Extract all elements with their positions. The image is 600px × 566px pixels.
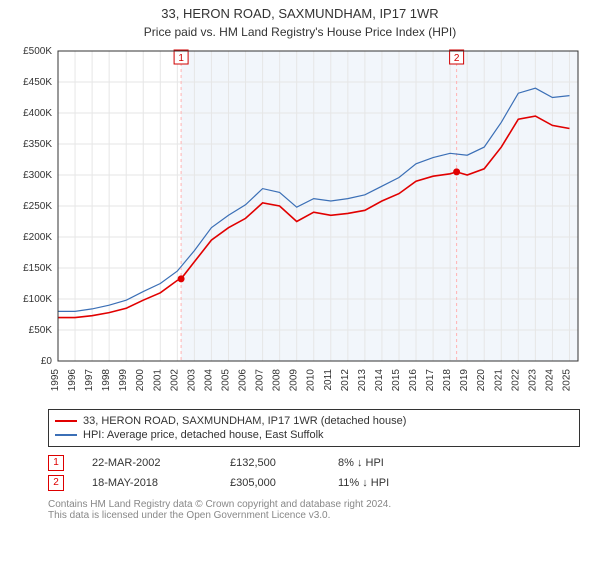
legend-label: HPI: Average price, detached house, East… [83, 429, 324, 441]
footer-line: Contains HM Land Registry data © Crown c… [48, 499, 580, 510]
svg-text:1996: 1996 [67, 368, 78, 391]
svg-text:2015: 2015 [391, 368, 402, 391]
svg-text:2004: 2004 [203, 368, 214, 391]
svg-text:1995: 1995 [50, 368, 61, 391]
sale-date: 22-MAR-2002 [92, 457, 202, 469]
legend-swatch [55, 434, 77, 436]
svg-text:2012: 2012 [340, 368, 351, 391]
svg-text:2022: 2022 [510, 368, 521, 391]
legend-item: 33, HERON ROAD, SAXMUNDHAM, IP17 1WR (de… [55, 414, 573, 428]
svg-text:£150K: £150K [23, 263, 52, 274]
footer-line: This data is licensed under the Open Gov… [48, 510, 580, 521]
svg-text:2024: 2024 [544, 368, 555, 391]
svg-text:£200K: £200K [23, 232, 52, 243]
svg-text:1998: 1998 [101, 368, 112, 391]
sales-row: 1 22-MAR-2002 £132,500 8% ↓ HPI [48, 453, 580, 473]
svg-text:£0: £0 [41, 356, 53, 367]
svg-text:2005: 2005 [220, 368, 231, 391]
svg-text:2014: 2014 [374, 368, 385, 391]
chart-title: 33, HERON ROAD, SAXMUNDHAM, IP17 1WR [0, 6, 600, 23]
footer: Contains HM Land Registry data © Crown c… [48, 499, 580, 521]
sales-table: 1 22-MAR-2002 £132,500 8% ↓ HPI 2 18-MAY… [48, 453, 580, 493]
svg-text:2007: 2007 [255, 368, 266, 391]
sale-diff: 11% ↓ HPI [338, 477, 418, 489]
svg-text:2003: 2003 [186, 368, 197, 391]
sale-badge: 1 [48, 455, 64, 471]
sale-price: £132,500 [230, 457, 310, 469]
svg-text:2016: 2016 [408, 368, 419, 391]
svg-text:2009: 2009 [289, 368, 300, 391]
svg-text:£450K: £450K [23, 77, 52, 88]
svg-text:£50K: £50K [29, 325, 53, 336]
svg-text:1997: 1997 [84, 368, 95, 391]
svg-text:£400K: £400K [23, 108, 52, 119]
svg-text:2021: 2021 [493, 368, 504, 391]
svg-text:2011: 2011 [323, 368, 334, 390]
legend-swatch [55, 420, 77, 422]
svg-text:£250K: £250K [23, 201, 52, 212]
sale-date: 18-MAY-2018 [92, 477, 202, 489]
svg-text:2017: 2017 [425, 368, 436, 391]
chart-area: £0 £50K £100K £150K £200K £250K £300K £350K £400… [10, 43, 590, 403]
svg-text:£350K: £350K [23, 139, 52, 150]
svg-text:2000: 2000 [135, 368, 146, 391]
svg-text:1: 1 [178, 53, 184, 64]
svg-text:2006: 2006 [238, 368, 249, 391]
svg-text:£500K: £500K [23, 46, 52, 57]
svg-text:2018: 2018 [442, 368, 453, 391]
svg-text:2002: 2002 [169, 368, 180, 391]
svg-text:1999: 1999 [118, 368, 129, 391]
svg-text:2010: 2010 [306, 368, 317, 391]
legend-item: HPI: Average price, detached house, East… [55, 428, 573, 442]
svg-text:2013: 2013 [357, 368, 368, 391]
chart-svg: £0 £50K £100K £150K £200K £250K £300K £350K £400… [10, 43, 590, 403]
svg-text:2: 2 [454, 53, 460, 64]
svg-text:2019: 2019 [459, 368, 470, 391]
svg-text:2008: 2008 [272, 368, 283, 391]
sale-badge: 2 [48, 475, 64, 491]
chart-subtitle: Price paid vs. HM Land Registry's House … [0, 25, 600, 39]
legend-label: 33, HERON ROAD, SAXMUNDHAM, IP17 1WR (de… [83, 415, 406, 427]
sales-row: 2 18-MAY-2018 £305,000 11% ↓ HPI [48, 473, 580, 493]
sale-price: £305,000 [230, 477, 310, 489]
sale-diff: 8% ↓ HPI [338, 457, 418, 469]
svg-text:2020: 2020 [476, 368, 487, 391]
svg-text:2023: 2023 [527, 368, 538, 391]
svg-text:2001: 2001 [152, 368, 163, 391]
legend: 33, HERON ROAD, SAXMUNDHAM, IP17 1WR (de… [48, 409, 580, 447]
svg-text:£300K: £300K [23, 170, 52, 181]
svg-text:£100K: £100K [23, 294, 52, 305]
svg-text:2025: 2025 [561, 368, 572, 391]
